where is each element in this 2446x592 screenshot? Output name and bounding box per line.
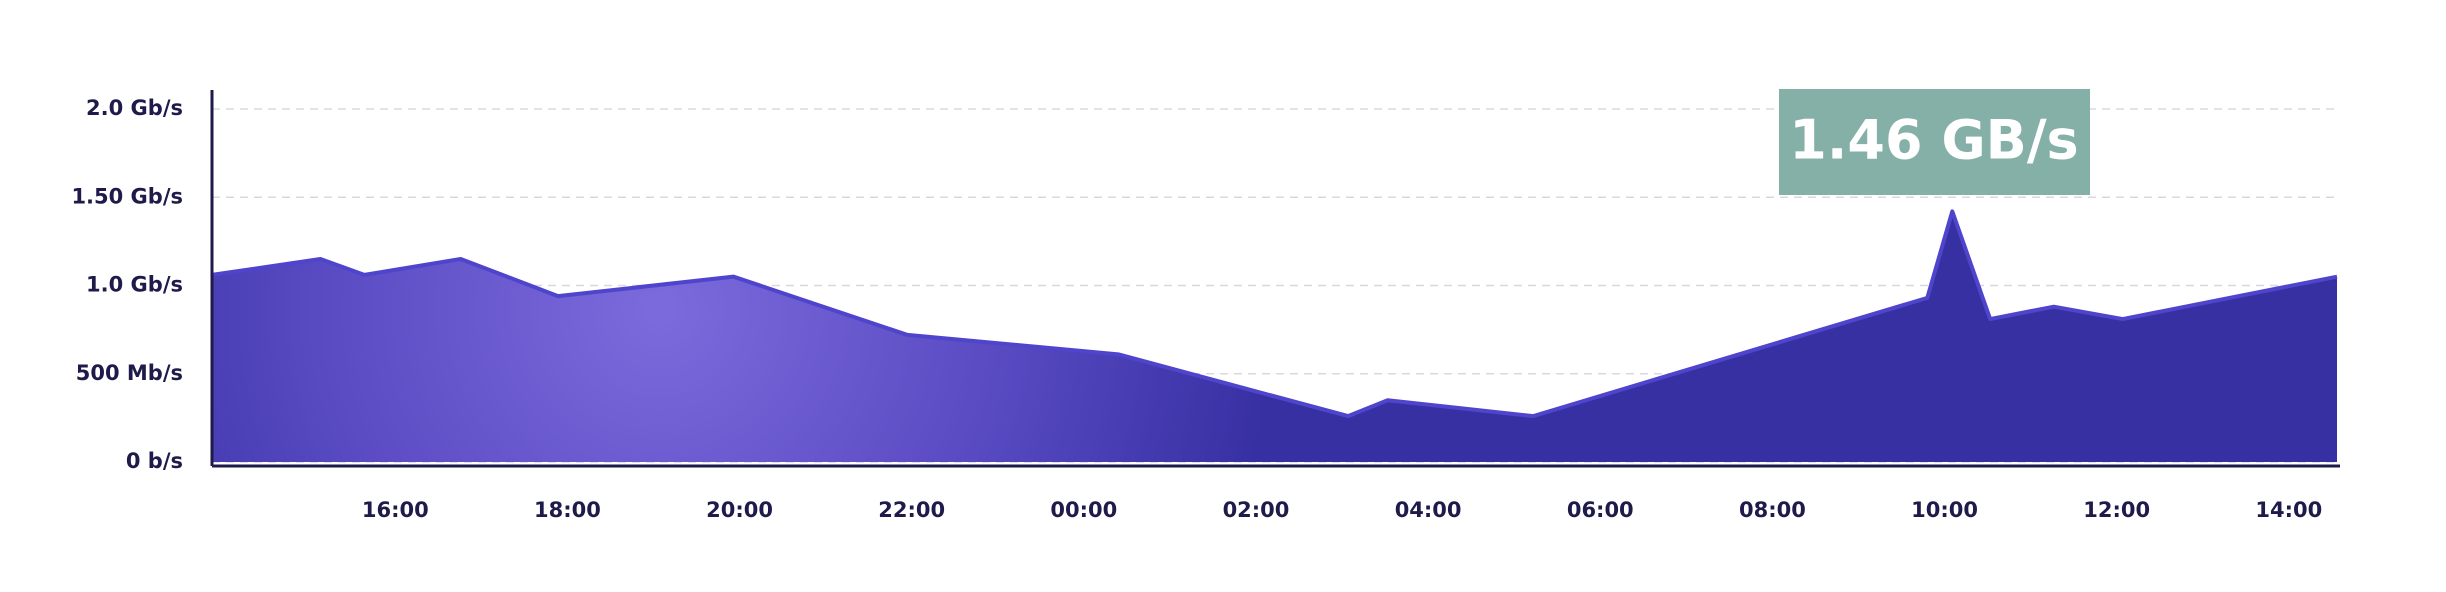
x-tick-label: 10:00 (1911, 498, 1978, 522)
x-tick-label: 02:00 (1223, 498, 1290, 522)
y-tick-label: 500 Mb/s (76, 361, 183, 385)
x-tick-label: 20:00 (706, 498, 773, 522)
area (212, 211, 2337, 462)
x-tick-label: 14:00 (2255, 498, 2322, 522)
x-tick-label: 18:00 (534, 498, 601, 522)
y-tick-label: 1.50 Gb/s (71, 184, 183, 208)
y-tick-label: 0 b/s (126, 449, 183, 473)
x-tick-label: 12:00 (2083, 498, 2150, 522)
y-tick-label: 1.0 Gb/s (86, 273, 183, 297)
x-tick-label: 22:00 (878, 498, 945, 522)
x-tick-label: 06:00 (1567, 498, 1634, 522)
x-tick-label: 08:00 (1739, 498, 1806, 522)
x-tick-label: 04:00 (1395, 498, 1462, 522)
y-tick-label: 2.0 Gb/s (86, 96, 183, 120)
value-badge-text: 1.46 GB/s (1789, 109, 2078, 172)
area-line (211, 209, 2338, 419)
x-tick-label: 00:00 (1050, 498, 1117, 522)
x-tick-label: 16:00 (362, 498, 429, 522)
value-badge (1779, 89, 2090, 195)
